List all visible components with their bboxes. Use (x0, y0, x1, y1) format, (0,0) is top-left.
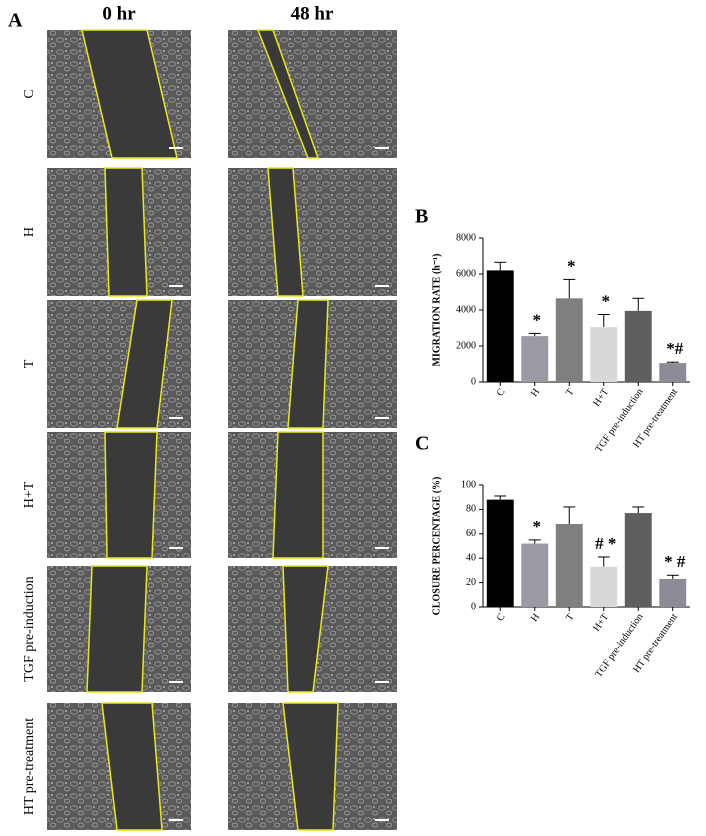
row-label: C (22, 89, 37, 98)
wound-gap (272, 431, 324, 559)
significance-mark: * (533, 517, 542, 536)
bar (521, 543, 549, 607)
panel-label: C (415, 433, 429, 455)
wound-gap (104, 167, 148, 297)
y-tick-label: 2000 (456, 340, 476, 351)
bar (659, 578, 687, 607)
x-tick-label: C (495, 611, 508, 623)
bar (624, 513, 652, 607)
wound-gap (104, 431, 158, 559)
bar (555, 298, 583, 382)
significance-mark: * # (664, 552, 686, 571)
significance-mark: * (567, 256, 576, 275)
micrograph (228, 168, 397, 296)
significance-mark: * (533, 310, 542, 329)
y-tick-label: 80 (466, 504, 476, 515)
wound-gap (116, 299, 173, 429)
y-tick-label: 8000 (456, 232, 476, 243)
wound-gap (282, 565, 329, 693)
bar (590, 566, 618, 607)
wound-gap (101, 702, 163, 831)
row-label: TGF pre-induction (22, 576, 37, 681)
wound-gap (287, 299, 329, 429)
row-label: T (22, 359, 37, 368)
row-label: H (22, 227, 37, 237)
y-axis-label: CLOSURE PERCENTAGE (%) (431, 477, 442, 616)
bar (624, 310, 652, 382)
panel-label: A (8, 10, 23, 32)
wound-gap (267, 167, 304, 297)
significance-mark: *# (666, 339, 684, 358)
y-tick-label: 20 (466, 577, 476, 588)
x-tick-label: H (529, 612, 542, 624)
row-label: HT pre-treatment (22, 718, 37, 815)
y-tick-label: 0 (471, 601, 476, 612)
wound-gap (282, 702, 339, 831)
significance-mark: # * (595, 534, 616, 553)
y-tick-label: 60 (466, 528, 476, 539)
y-tick-label: 6000 (456, 268, 476, 279)
wound-gap (86, 565, 148, 693)
micrograph (228, 30, 397, 158)
row-label: H+T (22, 481, 37, 508)
panel-label: B (415, 206, 428, 228)
y-tick-label: 100 (461, 479, 476, 490)
bar (486, 499, 514, 607)
x-tick-label: H+T (591, 612, 611, 634)
y-tick-label: 40 (466, 552, 476, 563)
significance-mark: * (602, 291, 611, 310)
wound-gap (256, 29, 320, 159)
x-tick-label: T (564, 612, 577, 623)
y-tick-label: 4000 (456, 304, 476, 315)
column-header: 0 hr (102, 3, 136, 24)
bar (659, 363, 687, 382)
x-tick-label: H (529, 387, 542, 399)
bar (555, 524, 583, 607)
bar (521, 336, 549, 382)
x-tick-label: T (564, 387, 577, 398)
bar (486, 270, 514, 382)
bar (590, 327, 618, 382)
column-header: 48 hr (291, 3, 334, 24)
x-tick-label: H+T (591, 387, 611, 409)
y-tick-label: 0 (471, 376, 476, 387)
y-axis-label: MIGRATION RATE (h⁻¹) (431, 254, 442, 367)
wound-gap (81, 29, 178, 159)
x-tick-label: C (495, 386, 508, 398)
